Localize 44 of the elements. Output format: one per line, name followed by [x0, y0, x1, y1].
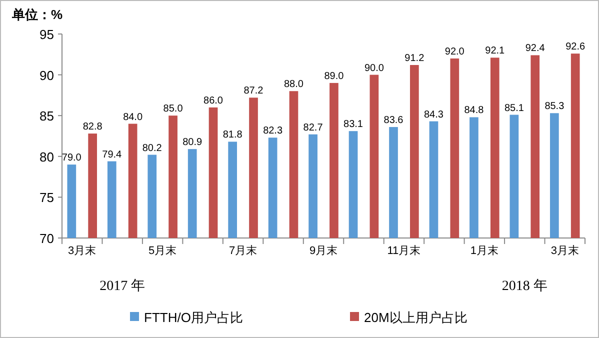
data-label: 80.2 — [142, 142, 162, 154]
data-label: 79.4 — [102, 149, 122, 160]
y-tick-label: 70 — [40, 231, 54, 246]
y-tick-label: 90 — [40, 68, 54, 83]
data-label: 86.0 — [204, 95, 224, 106]
x-tick-label: 1月末 — [470, 244, 498, 257]
data-label: 90.0 — [364, 62, 384, 74]
y-axis-title: 单位：% — [11, 7, 63, 22]
legend-label: FTTH/O用户占比 — [144, 310, 243, 325]
data-label: 84.0 — [123, 112, 143, 123]
data-label: 82.7 — [303, 122, 324, 134]
data-label: 79.0 — [62, 152, 82, 164]
data-label: 92.1 — [485, 46, 506, 57]
data-label: 92.0 — [444, 46, 465, 58]
x-tick-label: 7月末 — [228, 244, 258, 257]
text: 2018 年 — [502, 278, 548, 294]
data-label: 85.0 — [163, 104, 184, 115]
data-label: 82.8 — [82, 122, 103, 133]
x-tick-label: 5月末 — [148, 244, 177, 257]
data-label: 89.0 — [324, 70, 344, 82]
data-label: 83.6 — [384, 115, 404, 126]
data-label: 84.3 — [424, 109, 444, 120]
data-label: 84.8 — [464, 105, 484, 116]
y-tick-label: 95 — [40, 27, 54, 42]
data-label: 92.6 — [566, 42, 586, 53]
data-label: 92.4 — [525, 43, 546, 54]
x-tick-label: 3月末 — [550, 244, 579, 257]
data-label: 88.0 — [284, 79, 304, 90]
data-label: 81.8 — [222, 130, 243, 141]
data-label: 87.2 — [244, 86, 264, 97]
y-tick-label: 85 — [40, 108, 54, 124]
data-label: 82.3 — [263, 126, 283, 137]
data-label: 91.2 — [404, 53, 425, 64]
y-tick-label: 80 — [40, 149, 54, 164]
data-label: 80.9 — [182, 137, 203, 148]
y-tick-label: 75 — [40, 190, 54, 206]
data-label: 85.1 — [504, 102, 524, 114]
data-label: 85.3 — [544, 101, 565, 112]
x-tick-label: 11月末 — [387, 244, 421, 257]
text: 2017 年 — [100, 278, 146, 294]
data-label: 83.1 — [344, 119, 364, 130]
x-tick-label: 3月末 — [68, 244, 96, 257]
x-tick-label: 9月末 — [309, 244, 338, 257]
legend-label: 20M以上用户占比 — [364, 310, 468, 325]
